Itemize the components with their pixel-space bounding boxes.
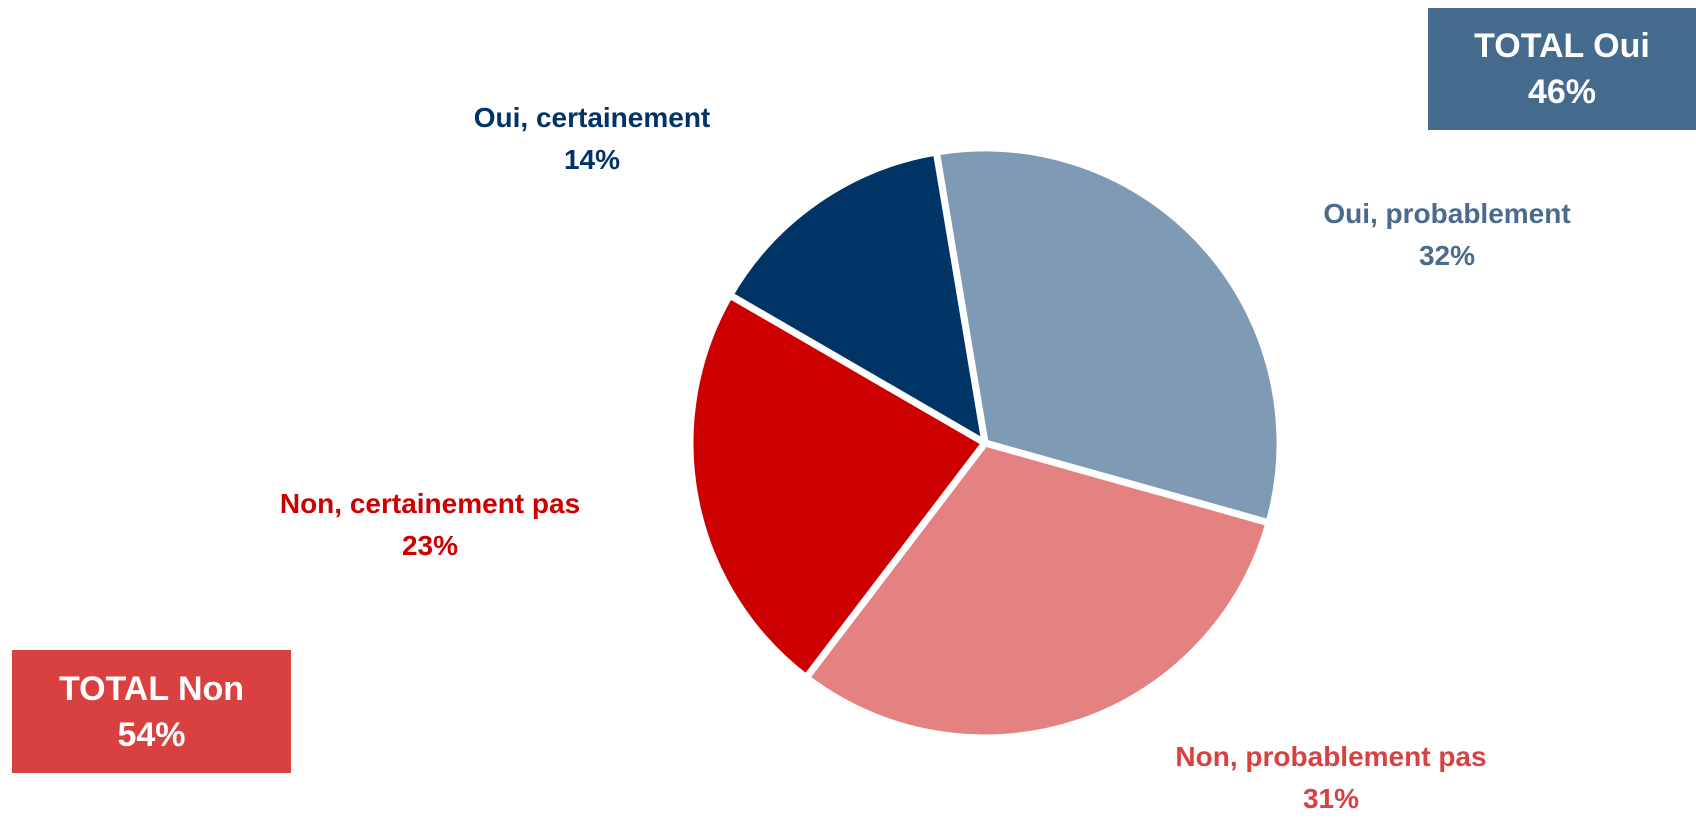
pie-slice-oui-certainement xyxy=(726,148,989,447)
slice-label-oui-certainement-value: 14% xyxy=(563,144,621,175)
pie-slice-non-certainement-pas xyxy=(686,291,989,682)
slice-label-non-certainement-pas-name: Non, certainement pas xyxy=(279,488,581,519)
slice-label-oui-certainement-name: Oui, certainement xyxy=(473,102,711,133)
pie-slice-non-probablement-pas xyxy=(802,439,1273,742)
slice-label-non-probablement-pas-name: Non, probablement pas xyxy=(1175,741,1487,772)
total-oui-value: 46% xyxy=(1527,73,1597,111)
slice-label-non-probablement-pas: Non, probablement pas 31% xyxy=(1175,736,1486,820)
total-non-box: TOTAL Non 54% xyxy=(12,650,291,773)
total-non-value: 54% xyxy=(117,715,186,754)
slice-label-oui-probablement-name: Oui, probablement xyxy=(1323,198,1571,229)
slice-label-oui-certainement: Oui, certainement 14% xyxy=(474,97,711,181)
slice-label-oui-probablement-value: 32% xyxy=(1418,240,1476,271)
total-oui-label: TOTAL Oui xyxy=(1474,27,1650,65)
slice-label-non-certainement-pas: Non, certainement pas 23% xyxy=(280,483,580,567)
pie-slice-oui-probablement xyxy=(932,144,1284,527)
slice-label-non-certainement-pas-value: 23% xyxy=(401,530,459,561)
total-oui-box: TOTAL Oui 46% xyxy=(1428,8,1696,130)
total-non-label: TOTAL Non xyxy=(58,669,245,708)
slice-label-non-probablement-pas-value: 31% xyxy=(1302,783,1360,814)
slice-label-oui-probablement: Oui, probablement 32% xyxy=(1323,193,1570,277)
